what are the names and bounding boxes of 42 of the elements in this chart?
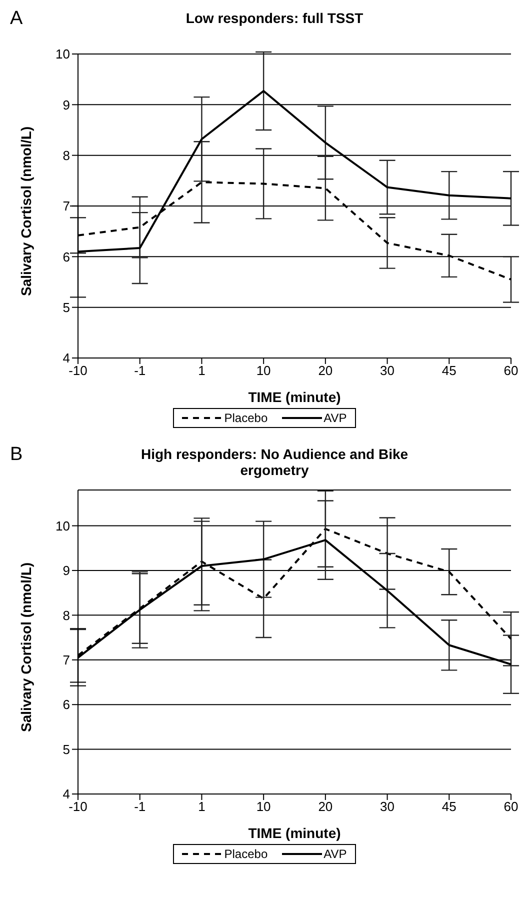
x-tick-label: 10 — [256, 363, 271, 378]
y-tick-label: 9 — [62, 563, 70, 578]
text: A — [10, 8, 23, 30]
x-tick-label: 20 — [318, 363, 333, 378]
x-tick-label: 30 — [380, 799, 395, 814]
legend-label: Placebo — [223, 411, 268, 425]
x-tick-label: 60 — [504, 799, 518, 814]
y-axis-title: Salivary Cortisol (nmol/L) — [18, 126, 34, 296]
x-axis-title: TIME (minute) — [248, 825, 341, 841]
legend-label: AVP — [322, 411, 347, 425]
y-tick-label: 7 — [62, 652, 70, 668]
x-tick-label: 45 — [442, 363, 456, 378]
x-tick-label: 60 — [504, 363, 518, 378]
y-tick-label: 7 — [62, 198, 70, 214]
x-tick-label: -1 — [134, 799, 146, 814]
text: B — [10, 444, 23, 466]
y-tick-label: 9 — [62, 97, 70, 112]
x-tick-label: -10 — [68, 799, 88, 814]
y-tick-label: 10 — [56, 518, 70, 534]
x-tick-label: 10 — [256, 799, 271, 814]
x-axis-title: TIME (minute) — [248, 389, 341, 405]
x-tick-label: 45 — [442, 799, 456, 814]
y-tick-label: 4 — [62, 350, 70, 366]
x-tick-label: 1 — [198, 363, 206, 378]
x-tick-label: 30 — [380, 363, 395, 378]
y-tick-label: 4 — [62, 786, 70, 802]
y-tick-label: 5 — [62, 742, 70, 757]
y-tick-label: 8 — [62, 148, 70, 163]
x-tick-label: -1 — [134, 363, 146, 378]
legend-label: Placebo — [223, 847, 268, 861]
x-tick-label: 1 — [198, 799, 206, 814]
chart-title: Low responders: full TSST — [186, 10, 364, 26]
y-tick-label: 5 — [62, 300, 70, 315]
y-axis-title: Salivary Cortisol (nmol/L) — [18, 562, 34, 732]
legend-label: AVP — [322, 847, 347, 861]
chart-title: High responders: No Audience and Bike ergometry — [140, 446, 408, 478]
y-tick-label: 6 — [62, 249, 70, 264]
y-tick-label: 8 — [62, 608, 70, 623]
y-tick-label: 10 — [56, 46, 70, 62]
x-tick-label: 20 — [318, 799, 333, 814]
x-tick-label: -10 — [68, 363, 88, 378]
y-tick-label: 6 — [62, 697, 70, 712]
